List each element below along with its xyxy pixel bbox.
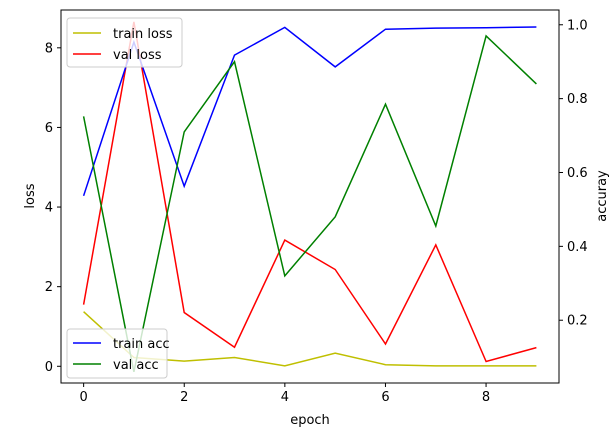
y-left-tick-label: 0	[45, 360, 53, 375]
plot-frame	[60, 9, 560, 384]
series-line-val-acc	[82, 34, 537, 373]
x-tick-label: 0	[79, 390, 87, 405]
y-right-tick-label: 0.4	[567, 240, 588, 255]
legend-loss: train loss val loss	[66, 17, 183, 68]
y-left-tick-label: 4	[45, 201, 53, 216]
x-tick-label: 6	[381, 390, 389, 405]
series-line-val-loss	[82, 21, 537, 363]
legend-label-train-loss: train loss	[113, 27, 173, 42]
y-right-tick-label: 0.6	[567, 166, 588, 181]
y-axis-label-right: accuray	[595, 170, 610, 222]
legend-label-val-acc: val acc	[113, 358, 159, 373]
y-right-tick-label: 0.8	[567, 92, 588, 107]
y-left-tick-label: 8	[45, 41, 53, 56]
y-right-tick-label: 1.0	[567, 18, 588, 33]
legend-label-val-loss: val loss	[113, 48, 162, 63]
series-line-train-acc	[82, 26, 537, 197]
x-tick-label: 4	[281, 390, 289, 405]
y-left-tick-label: 6	[45, 121, 53, 136]
legend-acc: train acc val acc	[66, 328, 170, 379]
y-left-tick-label: 2	[45, 280, 53, 295]
x-tick-label: 8	[482, 390, 490, 405]
x-tick-label: 2	[180, 390, 188, 405]
legend-acc-box	[66, 328, 168, 379]
y-right-tick-label: 0.2	[567, 314, 588, 329]
x-axis-label: epoch	[290, 413, 330, 428]
legend-label-train-acc: train acc	[113, 337, 170, 352]
y-axis-label-left: loss	[23, 183, 38, 208]
